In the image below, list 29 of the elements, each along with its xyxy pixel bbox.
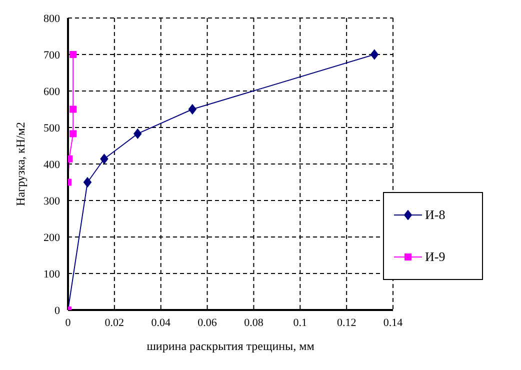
point [188, 104, 196, 114]
point [100, 154, 108, 164]
x-tick-label: 0.08 [244, 316, 264, 329]
y-axis-title: Нагрузка, кН/м2 [13, 122, 28, 206]
point [370, 50, 378, 60]
point [70, 106, 77, 113]
y-tick-label: 500 [44, 122, 60, 134]
point [84, 177, 92, 188]
point [70, 130, 77, 138]
y-tick-label: 200 [44, 232, 60, 244]
x-tick-label: 0.12 [336, 316, 356, 329]
point [134, 128, 142, 139]
x-tick-label: 0.04 [151, 316, 171, 329]
legend-label: И-8 [425, 207, 446, 223]
legend-label: И-9 [425, 249, 446, 265]
y-tick-label: 800 [44, 12, 60, 25]
point [70, 51, 77, 58]
x-tick-label: 0 [65, 316, 72, 329]
x-tick-label: 0.1 [293, 316, 308, 329]
y-tick-label: 0 [54, 304, 60, 317]
x-tick-label: 0.14 [383, 316, 404, 329]
y-tick-label: 100 [44, 268, 60, 280]
y-tick-label: 700 [44, 49, 60, 62]
x-tick-label: 0.02 [104, 316, 124, 329]
y-tick-label: 300 [44, 195, 60, 208]
x-axis-title: ширина раскрытия трещины, мм [146, 339, 315, 353]
y-tick-label: 400 [44, 158, 60, 171]
y-tick-label: 600 [44, 86, 60, 98]
x-tick-label: 0.06 [198, 316, 218, 329]
